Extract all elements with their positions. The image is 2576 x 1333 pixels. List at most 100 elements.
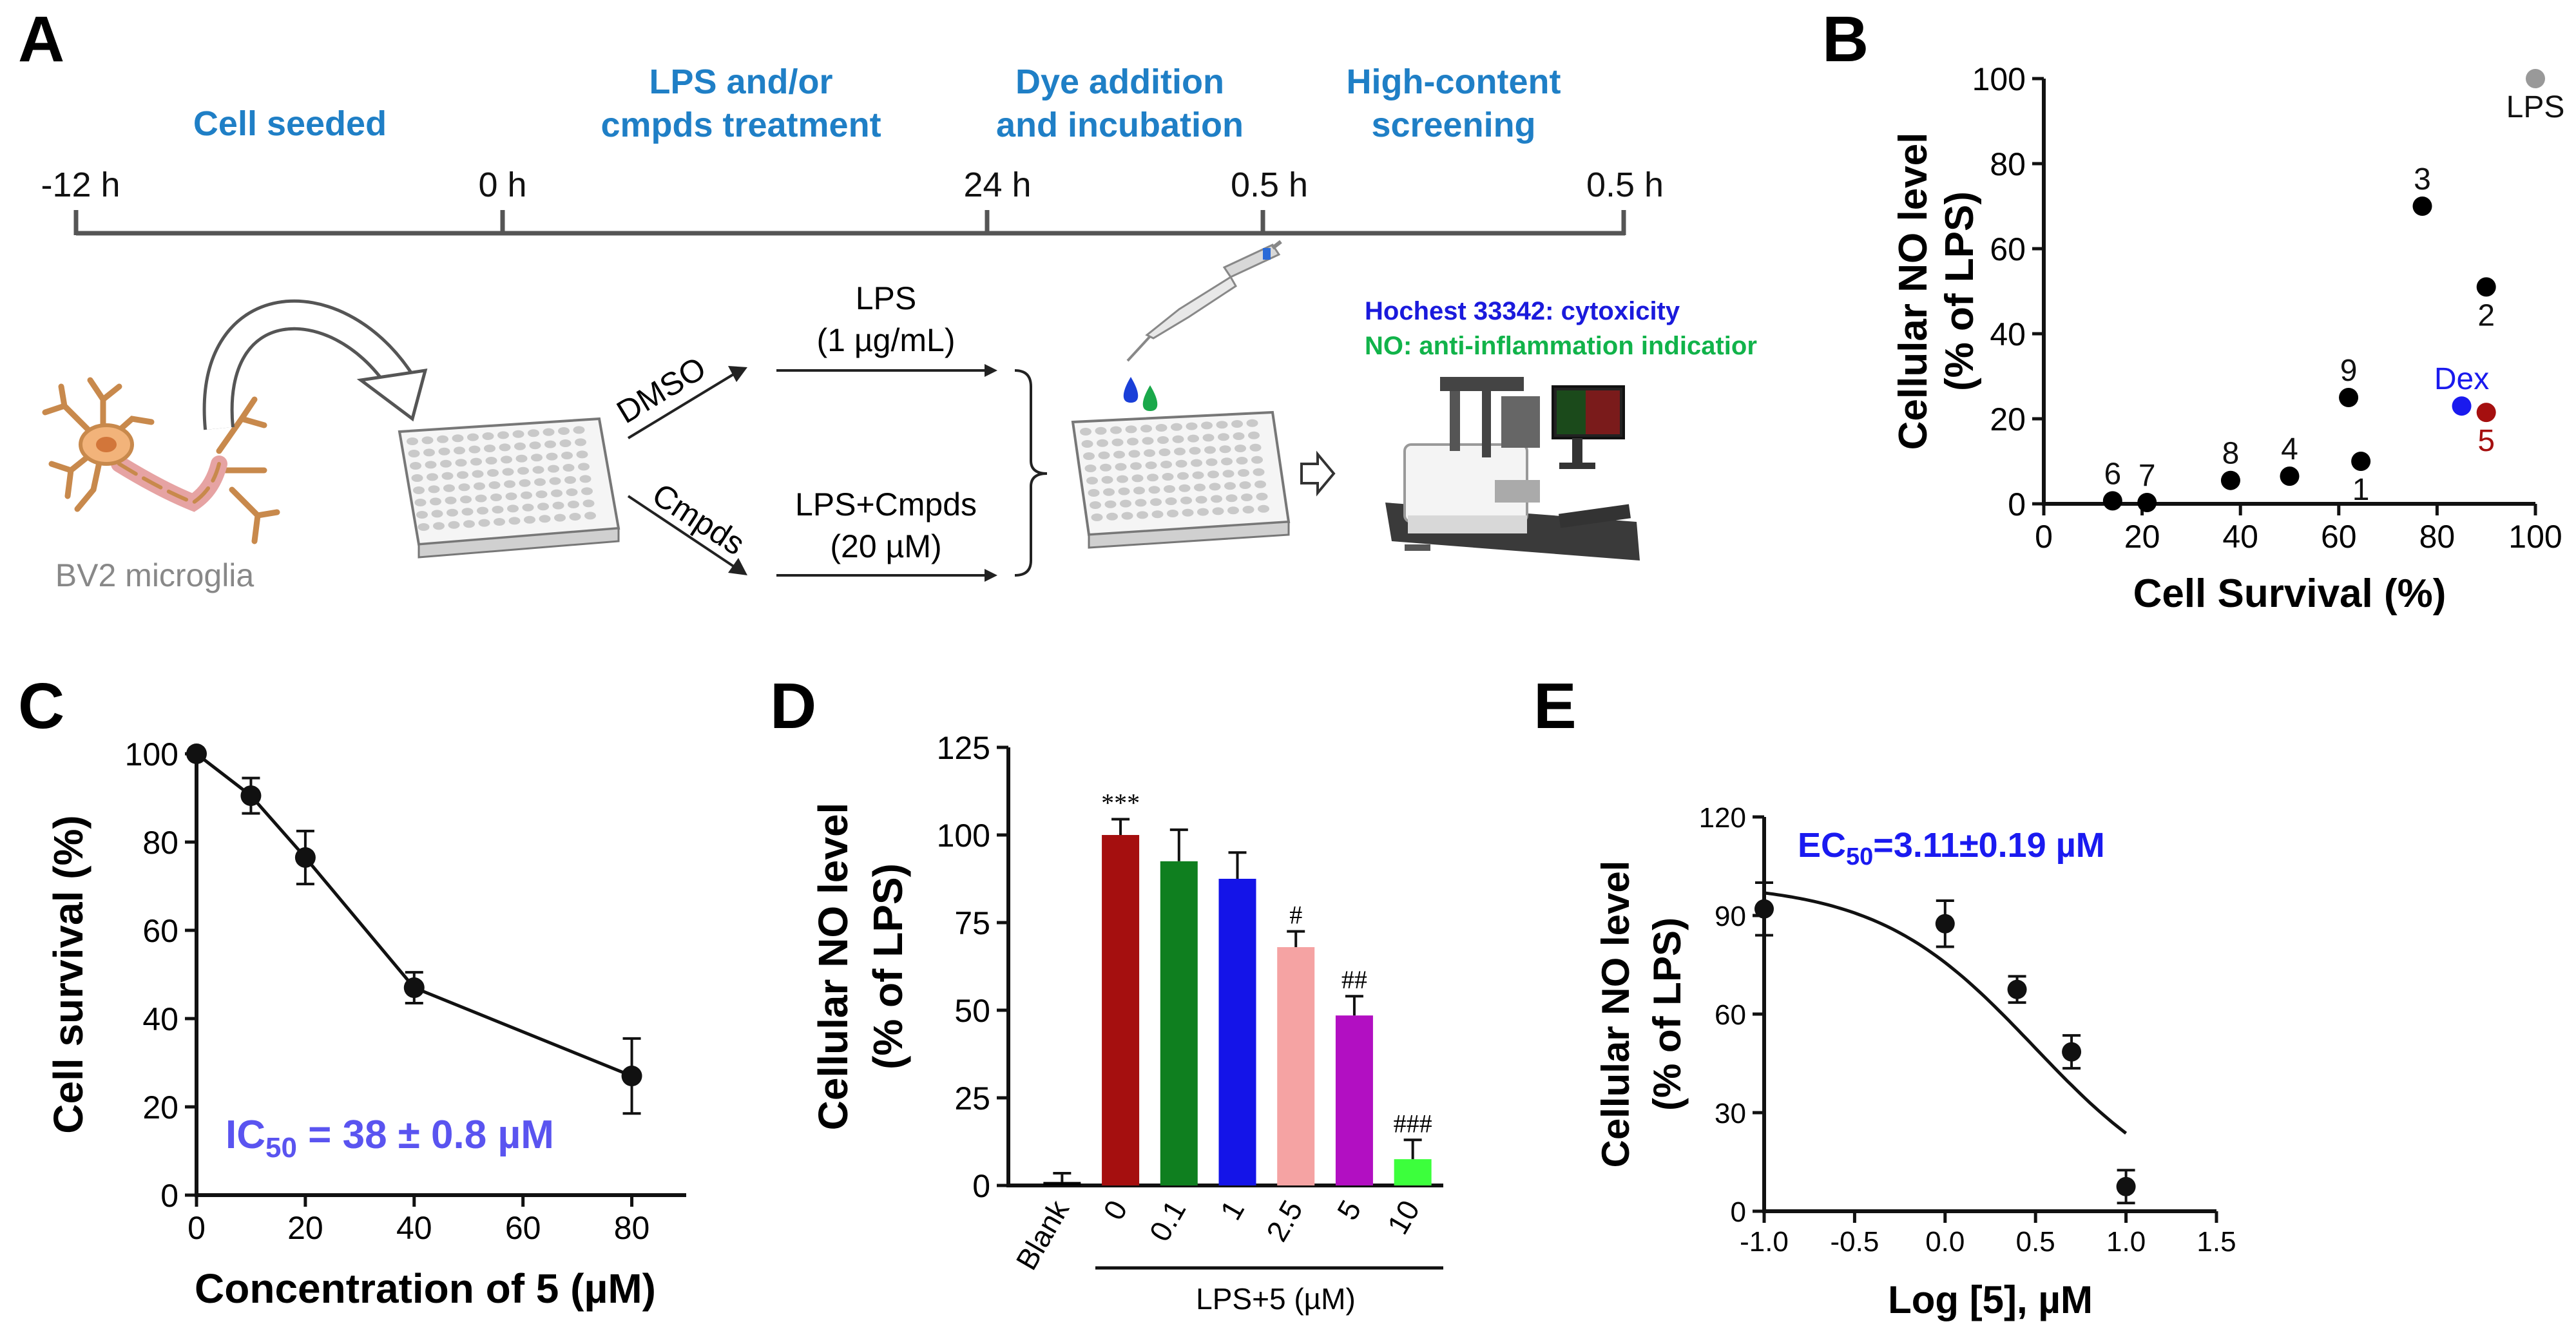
- well: [433, 522, 445, 530]
- branch-line2: (20 µM): [830, 528, 941, 564]
- well: [1084, 465, 1097, 472]
- well: [410, 462, 421, 470]
- well: [578, 463, 590, 471]
- point-label: 1: [2352, 473, 2370, 507]
- well: [1182, 508, 1194, 517]
- bar: [1160, 861, 1198, 1185]
- panel-b: B 0 20 40 60 80 100 0 20 40 60 80 100 Cell Survival …: [1822, 3, 2564, 616]
- well: [421, 436, 434, 445]
- well: [477, 506, 488, 515]
- well: [463, 520, 475, 528]
- stage-label: Cell seeded: [193, 104, 387, 143]
- well: [452, 434, 464, 443]
- x-tick-label: 0: [2035, 519, 2053, 555]
- well: [564, 476, 576, 484]
- well: [413, 486, 425, 494]
- well: [1088, 489, 1100, 497]
- y-axis-title: (% of LPS): [1646, 917, 1689, 1111]
- stage-label: LPS and/or: [649, 62, 832, 101]
- well: [1083, 452, 1095, 460]
- well: [1147, 474, 1158, 482]
- stage-label: and incubation: [996, 106, 1244, 144]
- well: [1103, 488, 1115, 496]
- bar: [1277, 947, 1315, 1185]
- point-label: 2: [2477, 298, 2495, 332]
- x-tick-label: 2.5: [1260, 1194, 1309, 1247]
- well: [1162, 473, 1174, 481]
- point-label: 8: [2222, 437, 2240, 471]
- panel-e: E -1.0 -0.5 0.0 0.5 1.0 1.5 0 30 60 90 120 Log [5],…: [1533, 670, 2236, 1321]
- well: [1127, 437, 1139, 446]
- well: [423, 448, 435, 457]
- well: [441, 472, 454, 480]
- branch-line1: LPS: [856, 280, 917, 316]
- well: [549, 477, 561, 485]
- well: [559, 439, 572, 447]
- well: [1130, 462, 1142, 470]
- point-label: 3: [2414, 162, 2431, 197]
- well: [502, 468, 514, 476]
- well: [411, 474, 423, 482]
- timeline-stages: Cell seeded LPS and/or cmpds treatment D…: [193, 62, 1561, 144]
- y-axis-title: (% of LPS): [1937, 191, 1982, 391]
- well: [1251, 456, 1263, 464]
- well: [561, 452, 573, 459]
- data-point: [186, 743, 207, 764]
- well: [455, 459, 467, 467]
- scatter-point: [2526, 69, 2545, 88]
- y-tick-label: 50: [954, 993, 990, 1029]
- well: [1157, 436, 1169, 444]
- well: [558, 427, 570, 435]
- point-label: 4: [2281, 432, 2298, 466]
- panel-b-letter: B: [1822, 3, 1869, 75]
- y-tick-label: 100: [937, 818, 990, 854]
- y-tick-label: 0: [160, 1178, 178, 1214]
- x-tick-label: 80: [2419, 519, 2456, 555]
- well: [1191, 459, 1202, 467]
- well: [1080, 428, 1091, 436]
- well: [484, 445, 495, 452]
- well: [1221, 457, 1233, 466]
- y-tick-label: 60: [1990, 231, 2026, 267]
- timeline-tick-label: 0.5 h: [1586, 166, 1664, 204]
- y-axis-title: Cell survival (%): [45, 815, 91, 1133]
- y-tick-label: 40: [142, 1001, 178, 1037]
- well: [430, 497, 441, 506]
- well: [1216, 421, 1228, 429]
- well: [505, 492, 517, 501]
- well: [1095, 427, 1107, 435]
- well: [482, 432, 494, 440]
- well: [548, 465, 559, 473]
- well: [414, 499, 427, 506]
- panel-e-letter: E: [1533, 670, 1577, 742]
- y-tick-label: 20: [1990, 401, 2026, 437]
- well: [1195, 495, 1207, 504]
- well: [1189, 446, 1201, 455]
- well: [1254, 480, 1266, 488]
- well: [407, 437, 418, 445]
- bar: [1043, 1182, 1081, 1185]
- well: [575, 438, 586, 446]
- scatter-point: [2452, 396, 2472, 416]
- x-tick-label: 100: [2508, 519, 2562, 555]
- well: [1197, 508, 1209, 516]
- well: [566, 488, 578, 496]
- well: [1201, 421, 1213, 430]
- well: [1133, 486, 1145, 495]
- x-tick-label: 5: [1331, 1194, 1368, 1225]
- well: [554, 513, 566, 522]
- well: [492, 506, 504, 513]
- branch-line1: LPS+Cmpds: [795, 486, 977, 523]
- well: [517, 466, 529, 475]
- chart-e: -1.0 -0.5 0.0 0.5 1.0 1.5 0 30 60 90 120 Log [5], µ…: [1594, 802, 2236, 1321]
- well: [1160, 461, 1172, 468]
- chart-b: 0 20 40 60 80 100 0 20 40 60 80 100 Cell Survival (%…: [1891, 61, 2564, 616]
- well: [457, 471, 468, 479]
- timeline-tick-label: 0 h: [478, 166, 526, 204]
- y-tick-label: 0: [972, 1168, 990, 1204]
- ic50-annotation: IC50 = 38 ± 0.8 µM: [226, 1113, 554, 1164]
- well: [1206, 458, 1218, 466]
- well: [519, 479, 531, 487]
- x-axis-title: Concentration of 5 (µM): [195, 1265, 656, 1312]
- data-point: [621, 1066, 642, 1087]
